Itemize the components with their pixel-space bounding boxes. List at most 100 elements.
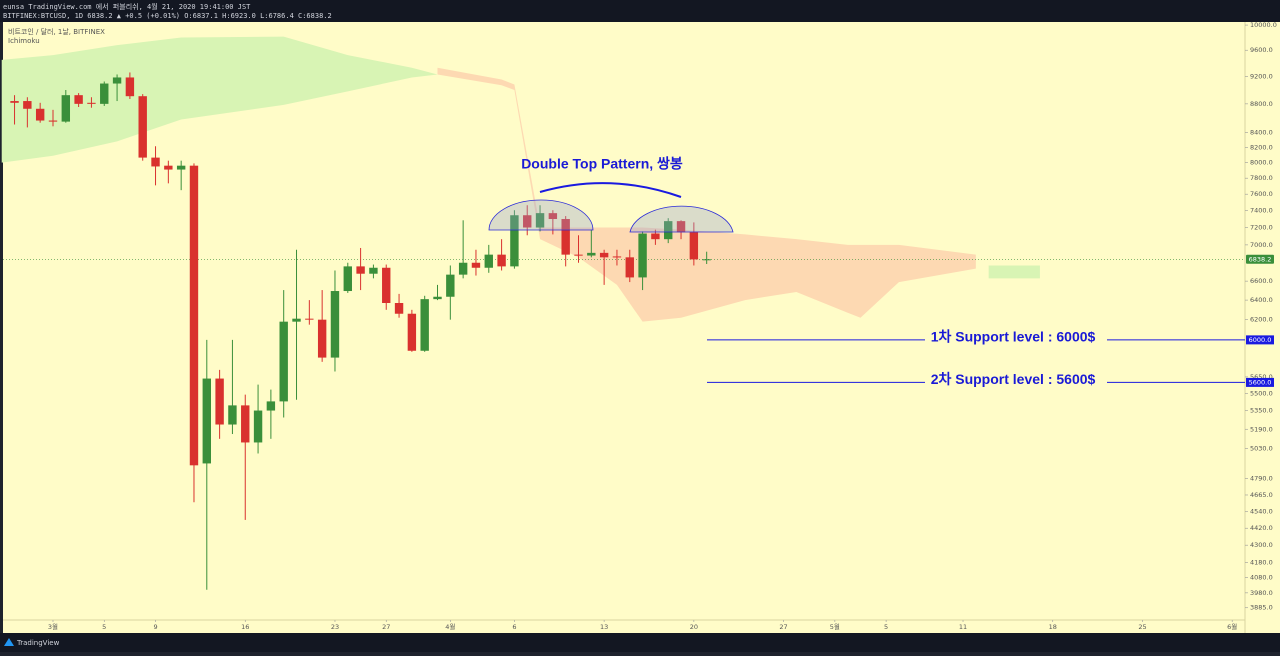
- x-tick-label: 16: [241, 623, 249, 631]
- x-tick-label: 5: [884, 623, 888, 631]
- candle-body: [587, 252, 596, 256]
- x-tick-label: 27: [779, 623, 787, 631]
- candle-body: [535, 213, 545, 228]
- y-tick-label: 4665.0: [1250, 491, 1273, 499]
- candle-body: [420, 299, 429, 351]
- x-tick-label: 25: [1138, 623, 1146, 631]
- candle-body: [317, 319, 327, 358]
- candle-body: [87, 102, 96, 104]
- candle-body: [599, 252, 609, 258]
- y-tick-label: 4540.0: [1250, 508, 1273, 516]
- candle-body: [702, 259, 711, 261]
- candle-body: [484, 254, 493, 268]
- cloud-layer: [1, 36, 1040, 322]
- x-tick-label: 6월: [1227, 622, 1237, 631]
- ichimoku-cloud: [1, 36, 438, 163]
- y-tick-label: 4300.0: [1250, 541, 1273, 549]
- candle-body: [458, 262, 468, 275]
- brand: TradingView: [16, 639, 60, 647]
- candle-body: [189, 165, 199, 466]
- candle-body: [548, 213, 558, 220]
- candle-body: [471, 262, 481, 268]
- candle-body: [407, 313, 417, 351]
- y-tick-label: 6600.0: [1250, 277, 1273, 285]
- candle-body: [215, 378, 224, 425]
- y-tick-label: 8800.0: [1250, 100, 1273, 108]
- candle-body: [433, 296, 442, 300]
- main-layer: 10000.0 9600.0 9200.0 8800.0 8400.0 8200.0 800…: [3, 21, 1277, 631]
- candle-body: [561, 219, 570, 255]
- candle-body: [664, 221, 673, 240]
- candle-body: [48, 120, 58, 122]
- candle-body: [446, 274, 455, 297]
- candle-body: [510, 215, 519, 267]
- support-price-label: 5600.0: [1249, 378, 1272, 386]
- y-tick-label: 4080.0: [1250, 574, 1273, 582]
- symbol-line: BITFINEX:BTCUSD, 1D 6838.2 ▲ +0.5 (+0.01…: [3, 12, 332, 20]
- y-tick-label: 9200.0: [1250, 72, 1273, 80]
- candle-body: [292, 318, 301, 322]
- ichimoku-cloud: [437, 67, 976, 322]
- candle-body: [382, 267, 391, 304]
- y-tick-label: 8400.0: [1250, 129, 1273, 137]
- y-tick-label: 5500.0: [1250, 390, 1273, 398]
- x-tick-label: 5: [102, 623, 106, 631]
- y-tick-label: 6400.0: [1250, 296, 1273, 304]
- candle-body: [689, 232, 699, 260]
- candle-body: [228, 405, 237, 425]
- chart-title: 비트코인 / 달러, 1날, BITFINEX: [8, 27, 105, 36]
- candle-body: [241, 405, 250, 443]
- candle-body: [138, 96, 147, 158]
- y-tick-label: 8200.0: [1250, 143, 1273, 151]
- support-price-label: 6000.0: [1249, 336, 1272, 344]
- x-tick-label: 20: [690, 623, 698, 631]
- support-price-box: [1246, 335, 1274, 345]
- header-bar: [0, 0, 1280, 22]
- x-tick-label: 23: [331, 623, 339, 631]
- candle-body: [676, 221, 686, 233]
- y-tick-label: 10000.0: [1250, 21, 1277, 29]
- top-arc: [488, 199, 594, 231]
- y-tick-label: 4180.0: [1250, 559, 1273, 567]
- pattern-arc: [539, 182, 682, 198]
- x-tick-label: 6: [512, 623, 516, 631]
- y-tick-label: 7800.0: [1250, 174, 1273, 182]
- candle-body: [356, 266, 365, 274]
- candle-body: [523, 215, 532, 228]
- candle-body: [343, 266, 352, 292]
- candle-body: [10, 101, 19, 103]
- candle-body: [638, 233, 647, 278]
- candle-body: [330, 291, 340, 358]
- candle-body: [394, 303, 404, 314]
- x-tick-label: 13: [600, 623, 608, 631]
- top-arc: [629, 205, 734, 233]
- candle-body: [125, 77, 135, 97]
- support-label: 1차 Support level : 6000$: [931, 329, 1096, 345]
- y-tick-label: 7600.0: [1250, 190, 1273, 198]
- y-tick-label: 5190.0: [1250, 425, 1273, 433]
- y-tick-label: 5650.0: [1250, 373, 1273, 381]
- x-tick-label: 5월: [830, 622, 840, 631]
- y-tick-label: 7000.0: [1250, 241, 1273, 249]
- y-tick-label: 7400.0: [1250, 207, 1273, 215]
- x-tick-label: 11: [959, 623, 967, 631]
- indicator-label: Ichimoku: [8, 37, 40, 45]
- y-tick-label: 4420.0: [1250, 524, 1273, 532]
- y-tick-label: 5030.0: [1250, 445, 1273, 453]
- candle-body: [74, 95, 83, 104]
- candle-body: [23, 101, 32, 109]
- candle-body: [35, 108, 45, 121]
- y-tick-label: 9600.0: [1250, 46, 1273, 54]
- x-tick-label: 4월: [445, 622, 455, 631]
- candle-body: [612, 256, 622, 258]
- candle-body: [112, 77, 122, 84]
- support-price-box: [1246, 377, 1274, 387]
- candle-body: [305, 318, 314, 320]
- candle-body: [100, 83, 109, 104]
- x-tick-label: 9: [153, 623, 157, 631]
- x-tick-label: 27: [382, 623, 390, 631]
- last-price-label: 6838.2: [1249, 255, 1272, 263]
- support-label: 2차 Support level : 5600$: [931, 371, 1096, 387]
- ichimoku-cloud: [988, 265, 1040, 279]
